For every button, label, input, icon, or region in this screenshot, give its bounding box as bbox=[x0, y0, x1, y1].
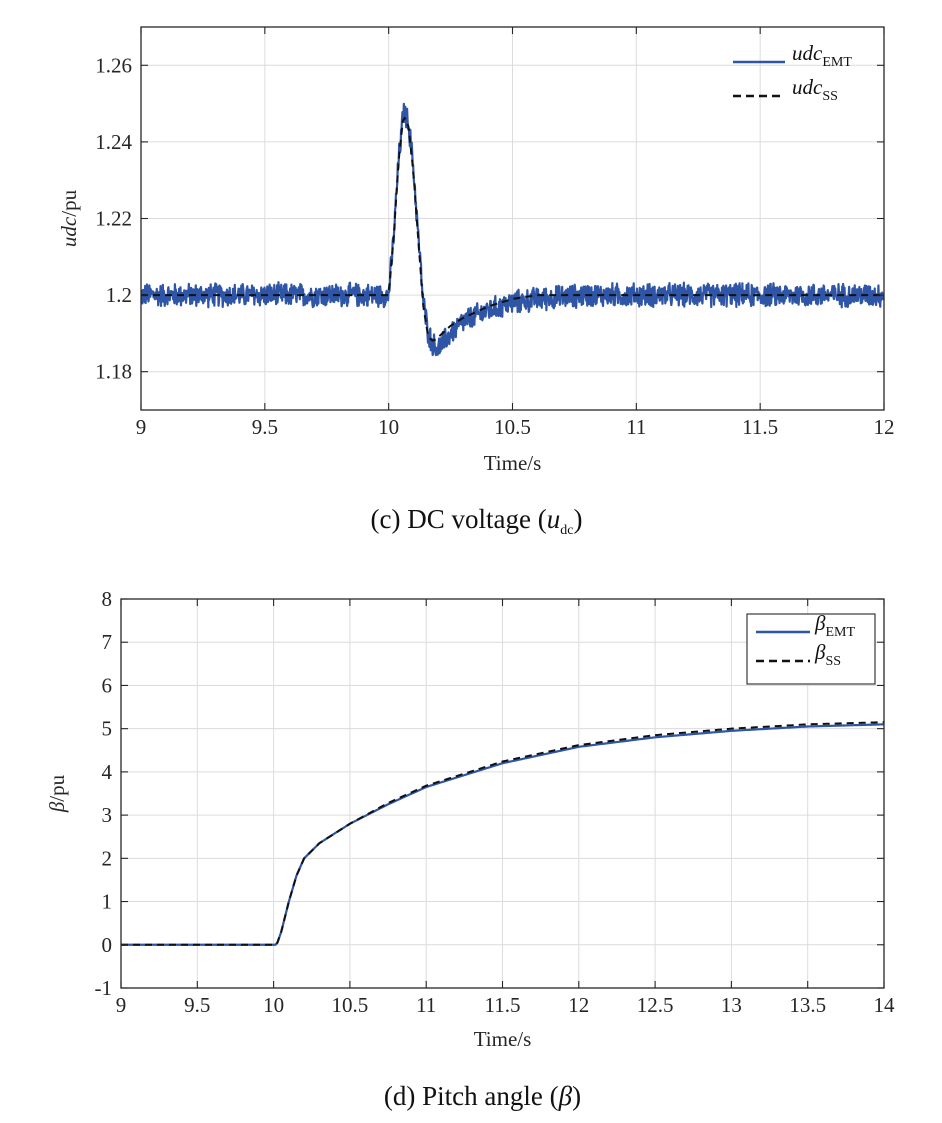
chart-panel-0: 9 9.5 10 10.5 11 11.5 12 1.18 1.2 1.22 1.24 1.26 Tim… bbox=[57, 26, 895, 538]
legend-entry-emt: βEMT bbox=[814, 611, 855, 640]
legend-entry-subscript: EMT bbox=[822, 55, 852, 70]
x-tick-label: 9.5 bbox=[184, 993, 210, 1017]
x-tick-label: 10 bbox=[263, 993, 284, 1017]
y-tick-label: 7 bbox=[102, 630, 113, 654]
panel-caption-close: ) bbox=[573, 504, 582, 534]
x-axis-label: Time/s bbox=[474, 1027, 532, 1051]
panel-caption: (d) Pitch angle (β) bbox=[384, 1081, 581, 1111]
y-tick-label: 1.22 bbox=[95, 207, 132, 231]
y-tick-label: 6 bbox=[102, 673, 113, 697]
x-tick-label: 12 bbox=[568, 993, 589, 1017]
y-tick-label: 1.18 bbox=[95, 360, 132, 384]
x-tick-label: 10.5 bbox=[494, 415, 531, 439]
legend-entry-symbol: β bbox=[814, 611, 826, 635]
y-axis-label: β/pu bbox=[45, 774, 69, 813]
y-axis-label-unit: /pu bbox=[57, 189, 81, 216]
y-tick-label: 8 bbox=[102, 587, 113, 611]
y-axis-label-symbol: udc bbox=[57, 216, 81, 247]
y-tick-label: -1 bbox=[95, 976, 113, 1000]
series-line-ss bbox=[141, 116, 884, 342]
x-tick-label: 11.5 bbox=[485, 993, 521, 1017]
y-axis-label-symbol: β bbox=[45, 801, 69, 813]
y-tick-label: 1 bbox=[102, 890, 113, 914]
x-tick-label: 13.5 bbox=[789, 993, 826, 1017]
legend-entry-symbol: β bbox=[814, 640, 826, 664]
y-tick-label: 1.2 bbox=[106, 283, 132, 307]
x-tick-label: 9 bbox=[136, 415, 147, 439]
y-axis-label-unit: /pu bbox=[45, 774, 69, 801]
panel-caption: (c) DC voltage (udc) bbox=[371, 504, 583, 538]
y-tick-label: 0 bbox=[102, 933, 113, 957]
x-tick-label: 13 bbox=[721, 993, 742, 1017]
x-tick-label: 10.5 bbox=[332, 993, 369, 1017]
legend-entry-subscript: SS bbox=[825, 654, 841, 669]
plot-area bbox=[121, 721, 884, 946]
x-tick-label: 11 bbox=[416, 993, 436, 1017]
y-tick-label: 5 bbox=[102, 717, 113, 741]
series-line-ss bbox=[121, 721, 884, 946]
x-tick-label: 9.5 bbox=[252, 415, 278, 439]
legend-entry-ss: βSS bbox=[814, 640, 841, 669]
panel-caption-symbol: β bbox=[558, 1081, 573, 1111]
x-tick-label: 12 bbox=[874, 415, 895, 439]
legend-entry-symbol: udc bbox=[792, 75, 823, 99]
y-tick-label: 2 bbox=[102, 846, 113, 870]
x-tick-label: 11.5 bbox=[742, 415, 778, 439]
x-tick-label: 10 bbox=[378, 415, 399, 439]
panel-caption-text: (d) Pitch angle ( bbox=[384, 1081, 559, 1111]
x-tick-label: 11 bbox=[626, 415, 646, 439]
y-tick-label: 3 bbox=[102, 803, 113, 827]
x-tick-label: 9 bbox=[116, 993, 127, 1017]
panel-caption-close: ) bbox=[572, 1081, 581, 1111]
x-tick-label: 14 bbox=[874, 993, 896, 1017]
legend-box bbox=[746, 613, 876, 685]
panel-caption-subscript: dc bbox=[560, 523, 573, 538]
panel-caption-text: (c) DC voltage ( bbox=[371, 504, 547, 534]
chart-panel-1: 9 9.5 10 10.5 11 11.5 12 12.5 13 13.5 14-101234567… bbox=[45, 587, 895, 1111]
x-tick-label: 12.5 bbox=[637, 993, 674, 1017]
legend-entry-subscript: EMT bbox=[825, 625, 855, 640]
panel-caption-symbol: u bbox=[547, 504, 561, 534]
y-axis-label: udc/pu bbox=[57, 189, 81, 247]
y-tick-label: 1.24 bbox=[95, 130, 132, 154]
x-axis-label: Time/s bbox=[484, 451, 542, 475]
plot-area bbox=[141, 102, 884, 357]
series-line-emt bbox=[141, 102, 884, 357]
legend-entry-subscript: SS bbox=[822, 89, 838, 104]
legend-entry-ss: udcSS bbox=[792, 75, 838, 104]
y-tick-label: 4 bbox=[102, 760, 113, 784]
legend-entry-symbol: udc bbox=[792, 41, 823, 65]
y-tick-label: 1.26 bbox=[95, 53, 132, 77]
series-line-emt bbox=[121, 723, 884, 946]
legend-entry-emt: udcEMT bbox=[792, 41, 852, 70]
